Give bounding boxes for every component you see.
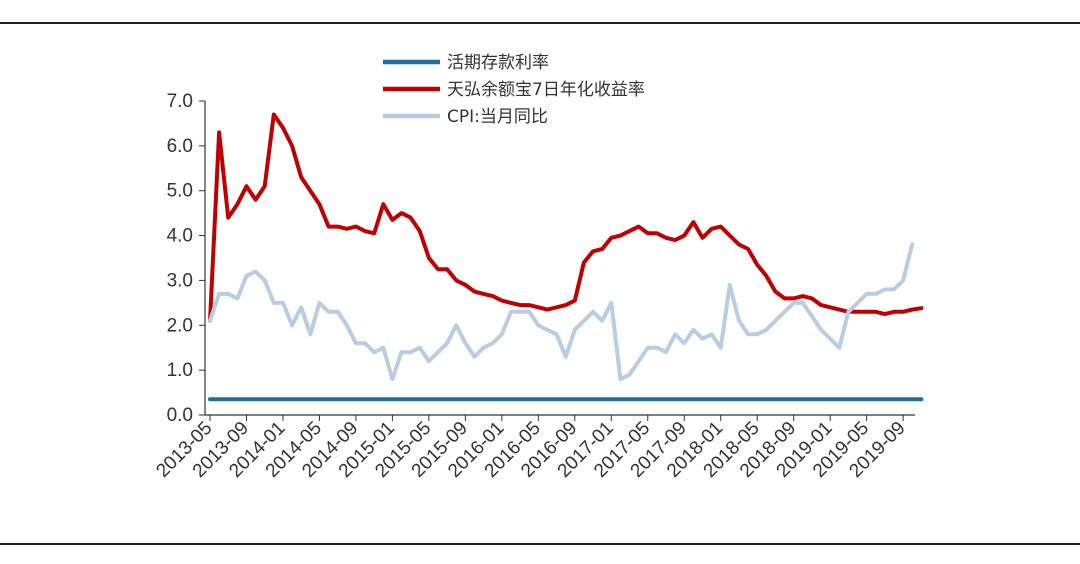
y-tick-label: 1.0 xyxy=(167,360,193,381)
y-tick-label: 2.0 xyxy=(167,315,193,336)
y-tick-label: 5.0 xyxy=(167,181,193,202)
y-tick-label: 7.0 xyxy=(167,91,193,112)
y-tick-label: 3.0 xyxy=(167,270,193,291)
footer-rule xyxy=(0,543,1080,545)
y-tick-label: 0.0 xyxy=(167,405,193,426)
y-tick-label: 6.0 xyxy=(167,136,193,157)
series-line-1 xyxy=(208,112,924,323)
legend-label-0: 活期存款利率 xyxy=(447,53,549,73)
legend-label-1: 天弘余额宝7日年化收益率 xyxy=(447,80,645,100)
header-rule xyxy=(0,22,1080,24)
chart-lines xyxy=(208,112,924,402)
legend-label-2: CPI:当月同比 xyxy=(447,107,548,127)
y-tick-label: 4.0 xyxy=(167,226,193,247)
series-line-2 xyxy=(208,242,915,382)
